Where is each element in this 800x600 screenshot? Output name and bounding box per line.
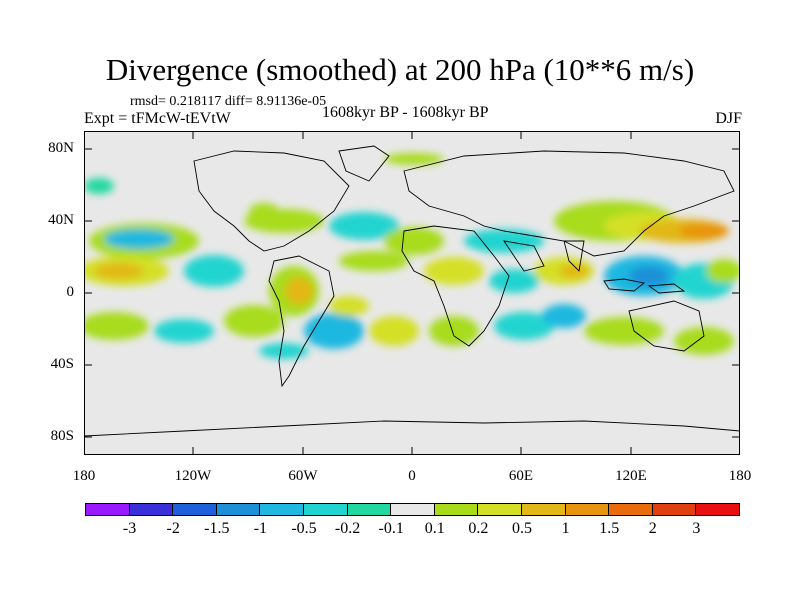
- colorbar-label: 2: [648, 520, 657, 537]
- experiment-label: Expt = tFMcW-tEVtW: [84, 110, 231, 127]
- colorbar-label: -0.5: [291, 520, 317, 537]
- x-label-120e: 120E: [615, 468, 647, 484]
- colorbar-label: -0.2: [334, 520, 361, 537]
- map-frame: [84, 131, 740, 455]
- colorbar-label: -2: [166, 520, 180, 537]
- x-label-60e: 60E: [508, 468, 534, 484]
- y-label-80s: 80S: [50, 428, 74, 444]
- colorbar-box: [259, 503, 304, 516]
- colorbar-box: [85, 503, 130, 516]
- colorbar-label: 0.5: [512, 520, 532, 537]
- x-label-180e: 180: [728, 468, 752, 484]
- x-label-0: 0: [408, 468, 416, 484]
- period-label: 1608kyr BP - 1608kyr BP: [322, 104, 489, 121]
- colorbar-label: 0.1: [424, 520, 445, 537]
- divergence-map: [84, 131, 740, 455]
- colorbar-label: -1.5: [204, 520, 230, 537]
- colorbar-box: [433, 503, 479, 516]
- colorbar-label: -3: [122, 520, 137, 537]
- colorbar-box: [346, 503, 392, 516]
- axis-ticks: [84, 131, 740, 455]
- colorbar-box: [302, 503, 348, 516]
- divergence-field: [84, 153, 740, 359]
- y-label-0: 0: [66, 284, 75, 300]
- x-label-60w: 60W: [288, 468, 318, 484]
- colorbar-box: [564, 503, 610, 516]
- colorbar-box: [651, 503, 697, 516]
- colorbar-box: [695, 503, 740, 516]
- colorbar-label: -1: [253, 520, 268, 537]
- colorbar: [85, 503, 740, 516]
- colorbar-label: 1: [561, 520, 570, 537]
- stats-text: rmsd= 0.218117 diff= 8.91136e-05: [130, 94, 327, 109]
- coastlines: [84, 145, 740, 437]
- colorbar-label: 3: [692, 520, 701, 537]
- colorbar-box: [172, 503, 217, 516]
- colorbar-label: -0.1: [378, 520, 404, 537]
- colorbar-box: [520, 503, 566, 516]
- y-label-40s: 40S: [50, 356, 74, 372]
- colorbar-label: 1.5: [599, 520, 620, 537]
- x-label-180w: 180: [72, 468, 96, 484]
- colorbar-label: 0.2: [468, 520, 489, 537]
- colorbar-box: [128, 503, 174, 516]
- colorbar-box: [390, 503, 435, 516]
- colorbar-box: [215, 503, 261, 516]
- plot-title: Divergence (smoothed) at 200 hPa (10**6 …: [105, 52, 695, 87]
- colorbar-box: [477, 503, 522, 516]
- x-label-120w: 120W: [174, 468, 212, 484]
- season-label: DJF: [715, 110, 742, 127]
- colorbar-box: [608, 503, 653, 516]
- y-label-40n: 40N: [48, 212, 74, 228]
- y-label-80n: 80N: [48, 140, 74, 156]
